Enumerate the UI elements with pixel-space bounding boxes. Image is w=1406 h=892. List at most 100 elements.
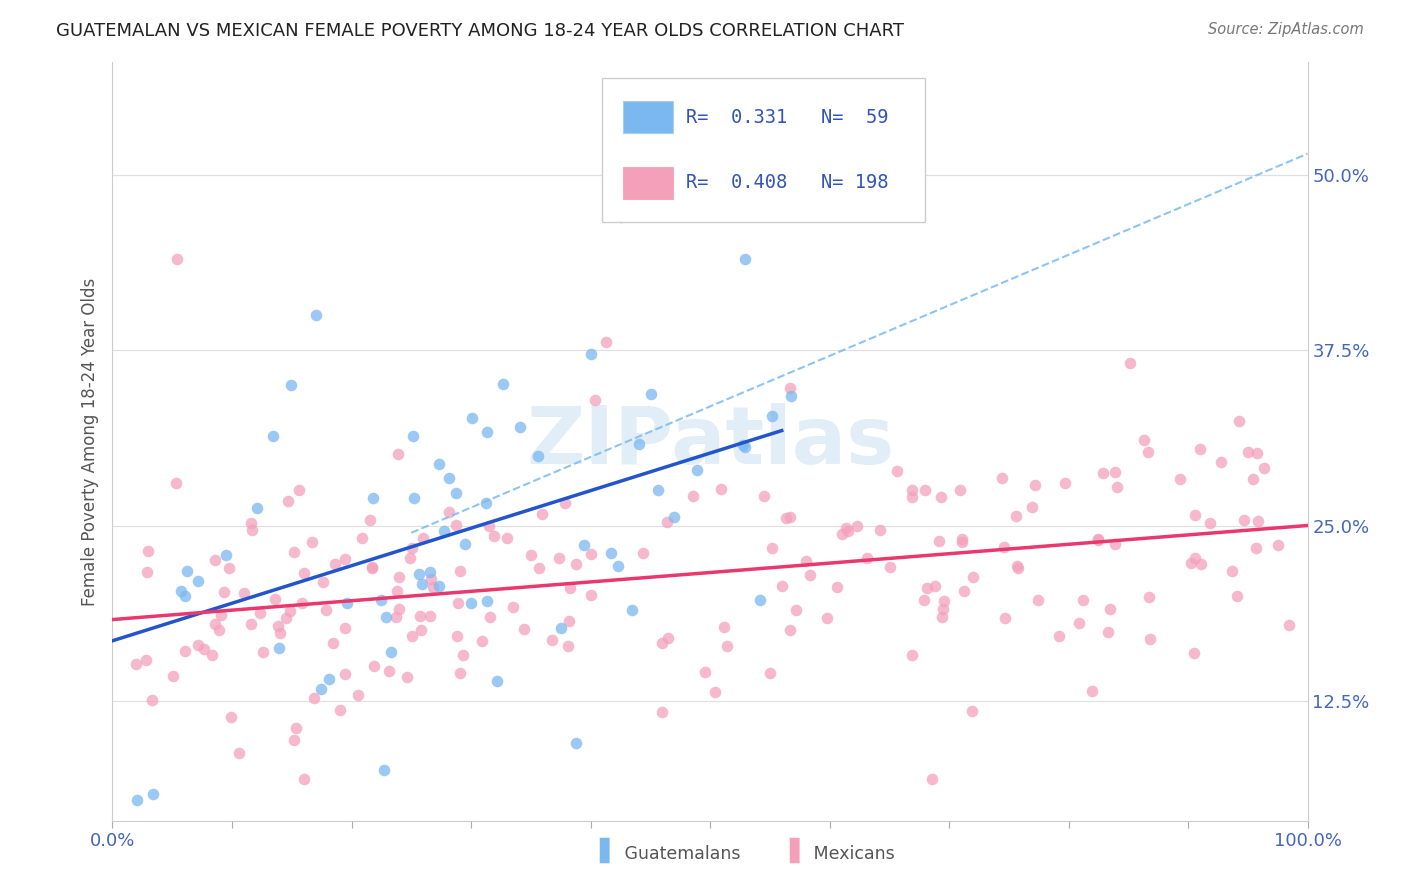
Point <box>682 489 704 503</box>
Point <box>731 438 754 452</box>
Point <box>1233 513 1256 527</box>
Point <box>1081 683 1104 698</box>
Point <box>1133 433 1156 447</box>
Point <box>583 392 606 407</box>
Point <box>204 616 226 631</box>
Point <box>931 601 953 615</box>
Point <box>993 540 1015 554</box>
Point <box>288 483 311 497</box>
Point <box>779 510 801 524</box>
Point <box>449 665 471 680</box>
Point <box>401 541 423 555</box>
Point <box>780 389 803 403</box>
Point <box>322 636 344 650</box>
Point <box>579 547 602 561</box>
Point <box>136 565 159 579</box>
Point <box>1226 589 1249 603</box>
Point <box>385 583 408 598</box>
Point <box>754 489 776 503</box>
Point <box>759 666 782 681</box>
Point <box>478 519 501 533</box>
Point <box>214 548 236 562</box>
Point <box>520 548 543 562</box>
Point <box>527 450 550 464</box>
Point <box>886 464 908 478</box>
Point <box>557 639 579 653</box>
Point <box>631 546 654 560</box>
Point <box>1071 592 1094 607</box>
Text: Source: ZipAtlas.com: Source: ZipAtlas.com <box>1208 22 1364 37</box>
Point <box>1189 557 1212 571</box>
Point <box>1047 630 1070 644</box>
Point <box>924 579 946 593</box>
Point <box>1137 591 1160 605</box>
Point <box>439 470 461 484</box>
Point <box>1119 356 1142 370</box>
Point <box>565 557 588 571</box>
Point <box>478 610 501 624</box>
Point <box>252 645 274 659</box>
Point <box>477 594 499 608</box>
Point <box>1087 532 1109 546</box>
Text: ▌: ▌ <box>789 838 808 863</box>
Point <box>283 733 305 747</box>
Point <box>335 596 357 610</box>
Point <box>173 589 195 603</box>
Point <box>509 420 531 434</box>
Text: Guatemalans: Guatemalans <box>619 846 740 863</box>
Point <box>419 565 441 579</box>
Point <box>785 603 807 617</box>
Point <box>1253 461 1275 475</box>
Point <box>437 504 460 518</box>
Point <box>950 535 973 549</box>
Point <box>318 672 340 686</box>
Point <box>606 559 628 574</box>
FancyBboxPatch shape <box>623 167 673 199</box>
Point <box>1227 413 1250 427</box>
Point <box>492 376 515 391</box>
Point <box>141 693 163 707</box>
Point <box>409 624 432 638</box>
Point <box>135 653 157 667</box>
Point <box>277 494 299 508</box>
Point <box>1024 478 1046 492</box>
Point <box>960 704 983 718</box>
Point <box>218 561 240 575</box>
Point <box>278 603 301 617</box>
Point <box>554 496 576 510</box>
Point <box>173 644 195 658</box>
Point <box>1105 479 1128 493</box>
Point <box>228 746 250 760</box>
Point <box>294 772 316 786</box>
Point <box>1091 466 1114 480</box>
Point <box>565 736 588 750</box>
Point <box>142 787 165 801</box>
Point <box>686 463 709 477</box>
Point <box>449 564 471 578</box>
Point <box>233 585 256 599</box>
Point <box>280 378 302 392</box>
Point <box>408 567 430 582</box>
Point <box>734 440 756 454</box>
Point <box>373 764 395 778</box>
Point <box>427 578 450 592</box>
Point <box>748 592 770 607</box>
Point <box>1182 646 1205 660</box>
Point <box>796 554 818 568</box>
Point <box>513 622 536 636</box>
Point <box>433 524 456 539</box>
Point <box>475 425 498 440</box>
Point <box>1067 615 1090 630</box>
Point <box>1136 445 1159 459</box>
Point <box>931 610 953 624</box>
Point <box>447 596 470 610</box>
Point <box>309 682 332 697</box>
Point <box>451 648 474 662</box>
Point <box>370 593 392 607</box>
FancyBboxPatch shape <box>603 78 925 222</box>
Point <box>291 596 314 610</box>
Point <box>1247 514 1270 528</box>
Point <box>962 570 984 584</box>
Point <box>165 475 187 490</box>
Point <box>363 659 385 673</box>
